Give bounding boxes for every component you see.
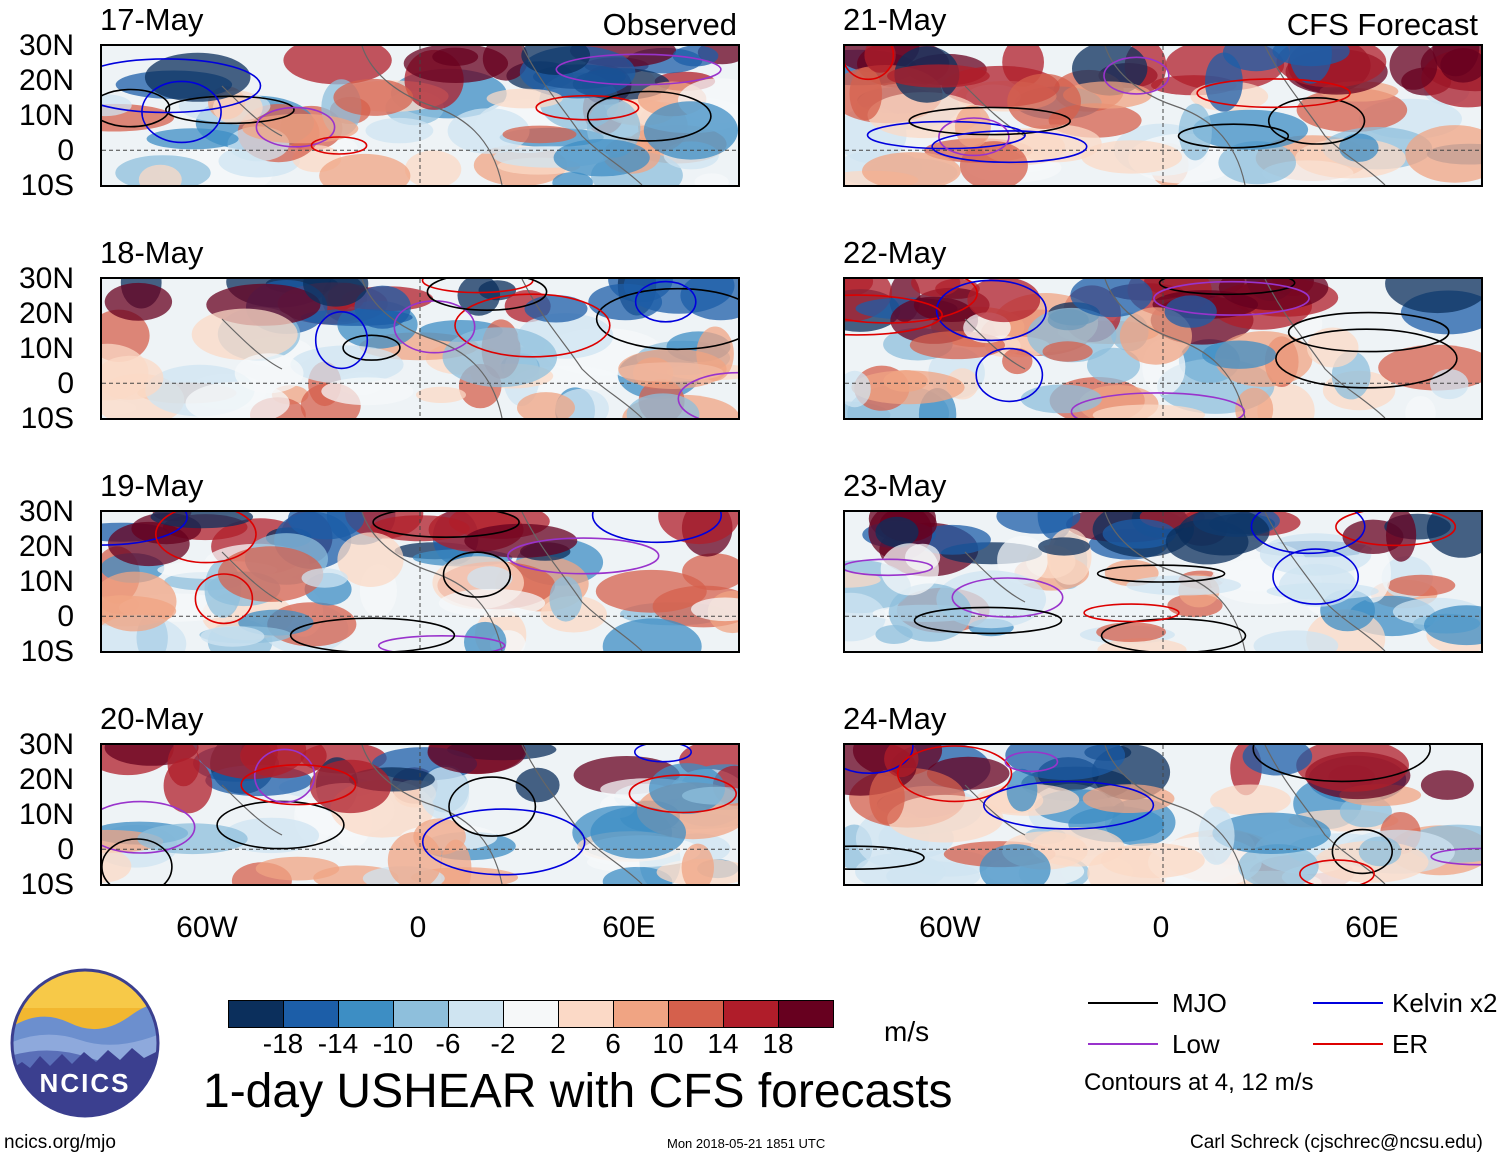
panel-date-19-may: 19-May <box>100 468 204 503</box>
lon-label: 60E <box>1345 911 1399 944</box>
lat-label: 20N <box>18 64 74 97</box>
colorbar-tick-label: 18 <box>762 1028 794 1059</box>
lon-label: 60W <box>176 911 238 944</box>
colorbar-tick-label: -18 <box>262 1028 304 1059</box>
footer-url[interactable]: ncics.org/mjo <box>4 1132 116 1153</box>
map-panel-23-may <box>843 510 1483 653</box>
lat-label: 30N <box>18 262 74 295</box>
legend-label-kelvin: Kelvin x2 <box>1392 988 1498 1018</box>
panel-date-24-may: 24-May <box>843 701 947 736</box>
panel-date-21-may: 21-May <box>843 2 947 37</box>
map-panel-20-may <box>100 743 740 886</box>
colorbar-swatch <box>503 1000 559 1028</box>
lat-label: 10S <box>20 169 74 202</box>
colorbar-swatch <box>338 1000 394 1028</box>
footer-credit: Carl Schreck (cjschrec@ncsu.edu) <box>1190 1132 1483 1153</box>
lat-label: 30N <box>18 29 74 62</box>
legend-label-er: ER <box>1392 1029 1429 1059</box>
lat-label: 10N <box>18 798 74 831</box>
colorbar-tick-label: 2 <box>550 1028 566 1059</box>
contour-note: Contours at 4, 12 m/s <box>1084 1069 1314 1096</box>
colorbar-swatch <box>613 1000 669 1028</box>
colorbar-tick-label: -14 <box>317 1028 359 1059</box>
legend-swatch-mjo <box>1088 1002 1158 1004</box>
colorbar-swatch <box>393 1000 449 1028</box>
lat-label: 10S <box>20 868 74 901</box>
panel-date-18-may: 18-May <box>100 235 204 270</box>
legend-label-low: Low <box>1172 1029 1220 1059</box>
colorbar-tick-label: -10 <box>372 1028 414 1059</box>
lat-label: 0 <box>57 134 74 167</box>
forecast-label: CFS Forecast <box>1286 7 1478 42</box>
colorbar-boxes <box>228 1000 834 1028</box>
colorbar-swatch <box>558 1000 614 1028</box>
lat-label: 0 <box>57 600 74 633</box>
map-panel-22-may <box>843 277 1483 420</box>
colorbar-tick-label: 14 <box>707 1028 739 1059</box>
legend-swatch-low <box>1088 1043 1158 1045</box>
logo-text: NCICS <box>39 1068 131 1098</box>
colorbar-swatch <box>723 1000 779 1028</box>
lat-label: 20N <box>18 763 74 796</box>
lon-label: 0 <box>409 911 427 944</box>
lon-label: 60E <box>602 911 656 944</box>
lon-label: 0 <box>1152 911 1170 944</box>
map-panel-19-may <box>100 510 740 653</box>
colorbar-swatch <box>283 1000 339 1028</box>
legend-swatch-er <box>1313 1043 1383 1045</box>
lat-label: 10N <box>18 332 74 365</box>
ncics-logo: NCICS <box>10 968 160 1118</box>
panel-date-17-may: 17-May <box>100 2 204 37</box>
colorbar-swatch <box>778 1000 834 1028</box>
colorbar <box>228 1000 834 1028</box>
legend-swatch-kelvin <box>1313 1002 1383 1004</box>
lat-label: 30N <box>18 495 74 528</box>
colorbar-swatch <box>668 1000 724 1028</box>
colorbar-swatch <box>228 1000 284 1028</box>
map-panel-17-may <box>100 44 740 187</box>
panel-date-20-may: 20-May <box>100 701 204 736</box>
lat-label: 10S <box>20 635 74 668</box>
colorbar-swatch <box>448 1000 504 1028</box>
map-panel-18-may <box>100 277 740 420</box>
colorbar-tick-label: 10 <box>652 1028 684 1059</box>
lat-label: 10S <box>20 402 74 435</box>
footer-timestamp: Mon 2018-05-21 1851 UTC <box>667 1136 826 1151</box>
panel-date-23-may: 23-May <box>843 468 947 503</box>
lat-label: 0 <box>57 367 74 400</box>
lat-label: 20N <box>18 297 74 330</box>
lat-label: 10N <box>18 565 74 598</box>
figure-title: 1-day USHEAR with CFS forecasts <box>203 1065 953 1118</box>
observed-label: Observed <box>602 7 737 42</box>
colorbar-units: m/s <box>884 1016 930 1047</box>
colorbar-tick-label: 6 <box>605 1028 621 1059</box>
lat-label: 20N <box>18 530 74 563</box>
map-panel-24-may <box>843 743 1483 886</box>
colorbar-tick-label: -6 <box>435 1028 461 1059</box>
lat-label: 0 <box>57 833 74 866</box>
lat-label: 10N <box>18 99 74 132</box>
colorbar-tick-label: -2 <box>490 1028 516 1059</box>
map-panel-21-may <box>843 44 1483 187</box>
legend-label-mjo: MJO <box>1172 988 1227 1018</box>
lon-label: 60W <box>919 911 981 944</box>
lat-label: 30N <box>18 728 74 761</box>
panel-date-22-may: 22-May <box>843 235 947 270</box>
